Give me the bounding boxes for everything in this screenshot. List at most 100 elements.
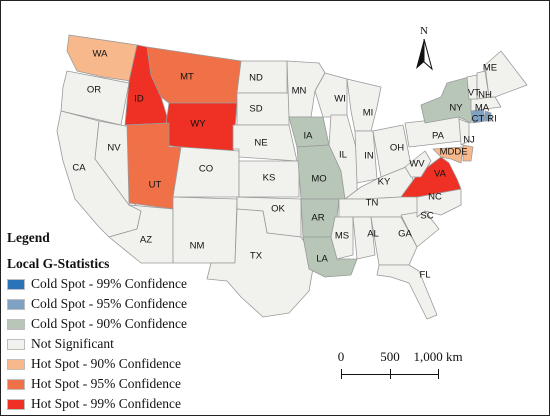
state-label-ga: GA bbox=[398, 229, 412, 240]
state-label-az: AZ bbox=[140, 235, 152, 246]
legend-swatch bbox=[7, 298, 25, 310]
state-ms bbox=[330, 216, 354, 260]
north-letter: N bbox=[420, 25, 428, 37]
state-label-ct: CT bbox=[472, 114, 485, 125]
state-label-mn: MN bbox=[292, 86, 307, 97]
state-al bbox=[352, 216, 376, 260]
state-label-ia: IA bbox=[304, 131, 314, 142]
legend-items: Cold Spot - 99% Confidence Cold Spot - 95… bbox=[7, 274, 187, 414]
state-label-ri: RI bbox=[487, 114, 497, 125]
state-label-sd: SD bbox=[249, 104, 262, 115]
state-mi bbox=[346, 78, 382, 132]
state-label-nj: NJ bbox=[463, 135, 475, 146]
state-label-ma: MA bbox=[475, 103, 490, 114]
state-label-me: ME bbox=[483, 63, 497, 74]
state-label-ks: KS bbox=[263, 173, 276, 184]
state-fl bbox=[376, 264, 438, 320]
scale-tick bbox=[438, 369, 439, 379]
scale-label-0: 0 bbox=[337, 349, 345, 364]
scale-label-1000: 1,000 km bbox=[413, 349, 463, 364]
state-label-mo: MO bbox=[311, 174, 326, 185]
state-label-wi: WI bbox=[334, 94, 346, 105]
legend-title: Legend bbox=[7, 230, 50, 245]
state-label-il: IL bbox=[339, 150, 347, 161]
state-label-ne: NE bbox=[254, 138, 267, 149]
scale-tick bbox=[390, 369, 391, 379]
state-wv bbox=[404, 150, 432, 178]
state-ri bbox=[484, 110, 492, 122]
state-label-sc: SC bbox=[420, 211, 433, 222]
legend-label: Hot Spot - 95% Confidence bbox=[31, 376, 181, 391]
legend-swatch bbox=[7, 378, 25, 390]
state-label-al: AL bbox=[367, 229, 379, 240]
state-label-co: CO bbox=[199, 164, 213, 175]
legend: Legend Local G-Statistics Cold Spot - 99… bbox=[7, 229, 187, 414]
state-mt bbox=[146, 46, 242, 104]
north-arrow: N bbox=[413, 25, 435, 73]
state-label-nd: ND bbox=[249, 73, 263, 84]
legend-swatch bbox=[7, 358, 25, 370]
state-label-vt: VT bbox=[468, 88, 480, 99]
state-ne bbox=[232, 124, 298, 162]
state-label-nv: NV bbox=[107, 143, 121, 154]
state-ks bbox=[238, 160, 300, 198]
legend-label: Hot Spot - 90% Confidence bbox=[31, 356, 181, 371]
state-tx bbox=[206, 208, 316, 318]
state-label-nm: NM bbox=[190, 241, 205, 252]
legend-item-cold90: Cold Spot - 90% Confidence bbox=[7, 314, 187, 334]
state-label-wy: WY bbox=[190, 119, 206, 130]
state-sd bbox=[236, 92, 290, 126]
state-label-ms: MS bbox=[335, 231, 349, 242]
state-label-ky: KY bbox=[378, 177, 391, 188]
state-label-mt: MT bbox=[180, 72, 194, 83]
legend-label: Cold Spot - 99% Confidence bbox=[31, 276, 187, 291]
state-md bbox=[432, 146, 464, 164]
state-label-de: DE bbox=[454, 147, 467, 158]
state-label-oh: OH bbox=[390, 143, 404, 154]
state-label-in: IN bbox=[364, 151, 374, 162]
state-label-tn: TN bbox=[366, 198, 379, 209]
legend-item-hot99: Hot Spot - 99% Confidence bbox=[7, 394, 187, 414]
state-label-or: OR bbox=[87, 85, 101, 96]
state-label-ok: OK bbox=[271, 204, 285, 215]
state-label-nc: NC bbox=[428, 192, 442, 203]
state-label-mi: MI bbox=[363, 108, 374, 119]
state-ny bbox=[420, 76, 474, 124]
state-de bbox=[462, 144, 474, 162]
state-label-nh: NH bbox=[478, 90, 492, 101]
scale-tick bbox=[341, 369, 342, 379]
state-label-tx: TX bbox=[250, 251, 263, 262]
legend-subtitle: Local G-Statistics bbox=[7, 256, 110, 271]
state-label-id: ID bbox=[134, 94, 144, 105]
legend-label: Hot Spot - 99% Confidence bbox=[31, 396, 181, 411]
state-label-ca: CA bbox=[72, 163, 86, 174]
state-ga bbox=[370, 216, 418, 266]
state-or bbox=[60, 70, 130, 126]
state-label-ny: NY bbox=[449, 103, 463, 114]
legend-swatch bbox=[7, 318, 25, 330]
legend-label: Not Significant bbox=[31, 336, 114, 351]
state-me bbox=[484, 50, 528, 98]
legend-swatch bbox=[7, 398, 25, 410]
state-label-wv: WV bbox=[409, 159, 425, 170]
legend-item-hot95: Hot Spot - 95% Confidence bbox=[7, 374, 187, 394]
north-arrow-icon bbox=[416, 38, 433, 71]
legend-item-ns: Not Significant bbox=[7, 334, 187, 354]
state-wi bbox=[314, 72, 348, 118]
state-label-ut: UT bbox=[149, 180, 162, 191]
scale-label-500: 500 bbox=[380, 349, 400, 364]
legend-label: Cold Spot - 90% Confidence bbox=[31, 316, 187, 331]
state-nj bbox=[458, 118, 470, 146]
legend-label: Cold Spot - 95% Confidence bbox=[31, 296, 187, 311]
legend-item-hot90: Hot Spot - 90% Confidence bbox=[7, 354, 187, 374]
state-label-fl: FL bbox=[419, 270, 430, 281]
state-label-ar: AR bbox=[311, 213, 324, 224]
legend-item-cold99: Cold Spot - 99% Confidence bbox=[7, 274, 187, 294]
scale-bar: 0 500 1,000 km bbox=[334, 349, 463, 389]
legend-swatch bbox=[7, 278, 25, 290]
state-label-va: VA bbox=[434, 169, 447, 180]
state-label-wa: WA bbox=[93, 49, 109, 60]
state-label-la: LA bbox=[316, 254, 328, 265]
